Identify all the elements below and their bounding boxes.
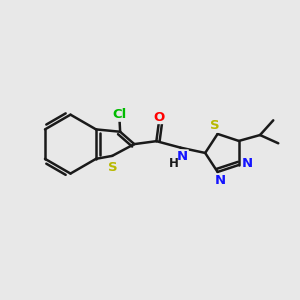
Text: S: S: [108, 160, 118, 174]
Text: N: N: [242, 157, 253, 170]
Text: N: N: [177, 150, 188, 163]
Text: N: N: [215, 174, 226, 187]
Text: O: O: [153, 110, 164, 124]
Text: S: S: [210, 119, 220, 132]
Text: H: H: [169, 157, 179, 170]
Text: Cl: Cl: [112, 108, 127, 121]
